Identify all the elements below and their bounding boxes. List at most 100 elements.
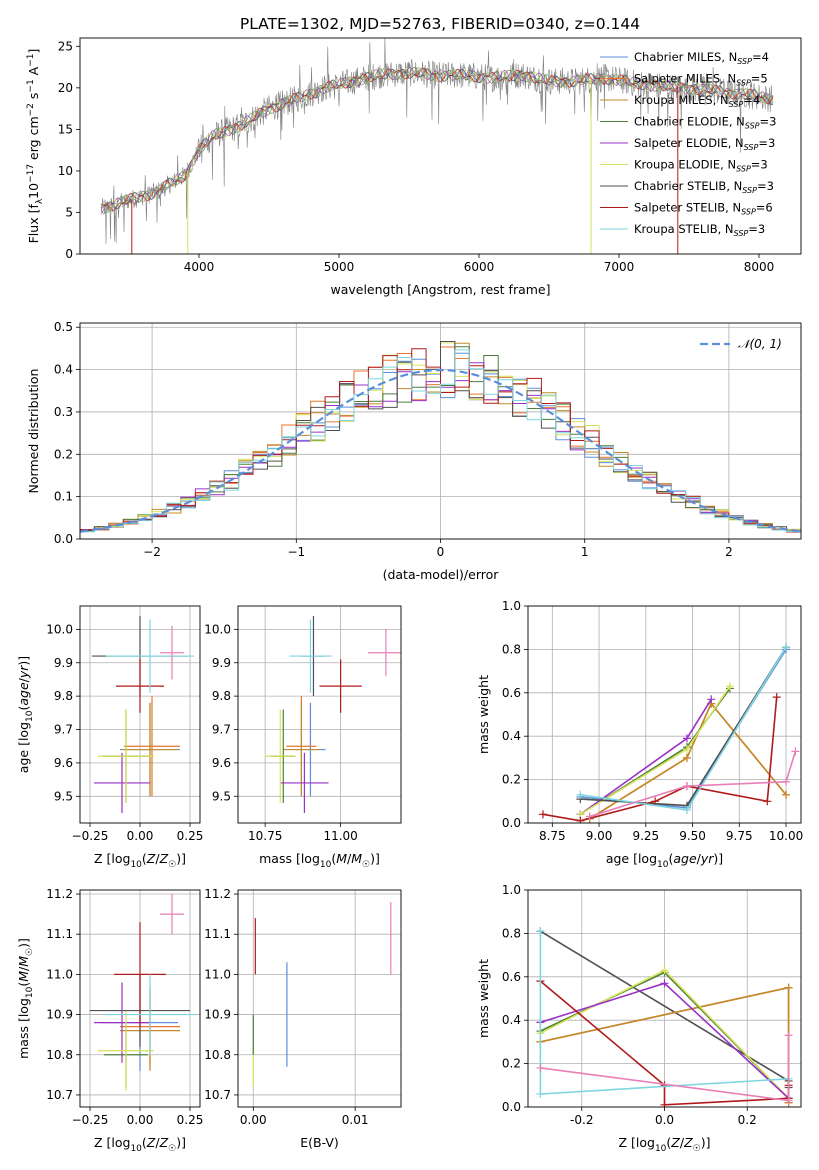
x-tick-label: 4000 xyxy=(184,260,215,274)
y-tick-label: 9.8 xyxy=(54,689,73,703)
plot-area xyxy=(265,616,401,813)
x-tick-label: -0.2 xyxy=(570,1113,593,1127)
x-tick-label: 10.75 xyxy=(248,829,282,843)
y-tick-label: 0.2 xyxy=(502,1057,521,1071)
y-tick-label: 15 xyxy=(58,122,73,136)
y-tick-label: 0.8 xyxy=(502,642,521,656)
weight-line-chabrier-stelib xyxy=(580,646,787,807)
axes-frame xyxy=(79,37,802,255)
y-tick-label: 10.9 xyxy=(46,1008,73,1022)
axes-frame xyxy=(79,889,201,1108)
x-axis-label: Z [log10(Z/Z☉)] xyxy=(94,1135,186,1154)
panel-mass-vs-Z: −0.25 0.00 0.25 10.7 10.8 10.9 11.0 11.1 11.2 Z [… xyxy=(16,887,203,1154)
x-axis-label: wavelength [Angstrom, rest frame] xyxy=(330,282,550,297)
weight-line-chabrier-miles xyxy=(580,648,787,809)
legend-label: Salpeter ELODIE, NSSP=3 xyxy=(634,136,775,152)
weight-marker xyxy=(536,1089,545,1098)
weight-marker xyxy=(660,1100,669,1107)
weight-marker xyxy=(772,693,781,702)
y-tick-label: 5 xyxy=(65,205,73,219)
y-tick-label: 9.8 xyxy=(212,689,231,703)
y-tick-label: 20 xyxy=(58,81,73,95)
y-tick-label: 9.5 xyxy=(212,789,231,803)
x-tick-label: 7000 xyxy=(604,260,635,274)
y-tick-label: 0.4 xyxy=(54,363,73,377)
legend-label: Salpeter MILES, NSSP=5 xyxy=(634,72,768,88)
weight-marker xyxy=(784,1096,793,1105)
weight-marker xyxy=(651,797,660,806)
weight-marker xyxy=(682,753,691,762)
weight-marker xyxy=(682,734,691,743)
x-tick-label: 9.50 xyxy=(679,829,706,843)
y-axis-label: Flux [fλ10−17 erg cm−2 s−1 A−1] xyxy=(26,49,45,244)
spectrum-model-kroupa-stelib xyxy=(100,67,774,213)
y-tick-label: 9.7 xyxy=(212,723,231,737)
weight-marker xyxy=(576,790,585,799)
legend-label: Chabrier MILES, NSSP=4 xyxy=(634,50,769,66)
y-tick-label: 0.2 xyxy=(54,447,73,461)
x-tick-label: 8.75 xyxy=(539,829,566,843)
x-tick-label: 0 xyxy=(437,545,445,559)
weight-marker xyxy=(782,643,791,652)
weight-marker xyxy=(536,927,545,936)
plot-area xyxy=(90,894,196,1091)
x-tick-label: 2 xyxy=(725,545,733,559)
y-tick-label: 11.0 xyxy=(46,967,73,981)
weight-line-salpeter-stelib xyxy=(542,697,778,822)
legend-label: Chabrier STELIB, NSSP=3 xyxy=(634,179,774,195)
plot-area xyxy=(538,643,800,823)
panel-age-vs-Z: −0.25 0.00 0.25 9.5 9.6 9.7 9.8 9.9 10.0 Z [log10… xyxy=(16,605,203,870)
legend-label: 𝒩(0, 1) xyxy=(738,337,782,351)
weight-marker xyxy=(707,695,716,704)
axes-frame xyxy=(527,605,802,824)
y-tick-label: 10.9 xyxy=(204,1008,231,1022)
x-axis-label: E(B-V) xyxy=(300,1135,339,1150)
axes-frame xyxy=(237,605,402,824)
panel-weight-vs-age: 8.75 9.00 9.25 9.50 9.75 10.00 0.0 0.2 0.4 0.6 0.8… xyxy=(476,599,803,870)
panel-residuals: −2 −1 0 1 2 0.0 0.1 0.2 0.3 0.4 0.5 (data-model)/er… xyxy=(26,320,802,582)
y-tick-label: 10.8 xyxy=(204,1048,231,1062)
x-axis-label: (data-model)/error xyxy=(383,567,500,582)
x-axis-label: Z [log10(Z/Z☉)] xyxy=(94,851,186,870)
y-tick-label: 10.7 xyxy=(46,1088,73,1102)
weight-marker xyxy=(763,797,772,806)
legend-label: Kroupa STELIB, NSSP=3 xyxy=(634,222,765,238)
y-axis-label: mass weight xyxy=(476,675,491,754)
y-tick-label: 0.5 xyxy=(54,320,73,334)
axes-frame xyxy=(79,605,201,824)
y-tick-label: 0.1 xyxy=(54,490,73,504)
legend-label: Chabrier ELODIE, NSSP=3 xyxy=(634,115,776,131)
y-tick-label: 10.7 xyxy=(204,1088,231,1102)
y-tick-label: 10 xyxy=(58,164,73,178)
y-tick-label: 9.9 xyxy=(54,656,73,670)
x-tick-label: 10.00 xyxy=(769,829,803,843)
y-tick-label: 0.3 xyxy=(54,405,73,419)
weight-marker xyxy=(725,682,734,691)
axes-frame xyxy=(527,889,802,1108)
y-tick-label: 0.8 xyxy=(502,926,521,940)
y-tick-label: 11.0 xyxy=(204,967,231,981)
axes-frame xyxy=(79,322,802,540)
y-tick-label: 1.0 xyxy=(502,599,521,613)
x-tick-label: 0.01 xyxy=(342,1113,369,1127)
legend-label: Kroupa MILES, NSSP=4 xyxy=(634,93,760,109)
weight-marker xyxy=(682,805,691,814)
y-tick-label: 0.4 xyxy=(502,1013,521,1027)
weight-marker xyxy=(784,1031,793,1040)
figure-title: PLATE=1302, MJD=52763, FIBERID=0340, z=0… xyxy=(240,15,640,33)
weight-marker xyxy=(660,979,669,988)
x-axis-label: age [log10(age/yr)] xyxy=(606,851,723,870)
x-tick-label: 9.00 xyxy=(586,829,613,843)
weight-marker xyxy=(682,782,691,791)
y-tick-label: 9.6 xyxy=(54,756,73,770)
spectrum-model-kroupa-elodie xyxy=(100,67,774,208)
x-axis-label: mass [log10(M/M☉)] xyxy=(259,851,380,870)
x-tick-label: 9.25 xyxy=(632,829,659,843)
y-tick-label: 9.5 xyxy=(54,789,73,803)
y-tick-label: 9.7 xyxy=(54,723,73,737)
y-tick-label: 9.9 xyxy=(212,656,231,670)
x-tick-label: 0.00 xyxy=(127,829,154,843)
panel-mass-vs-ebv: 0.00 0.01 10.7 10.8 10.9 11.0 11.1 11.2 E(B-V) xyxy=(204,887,402,1150)
panel-spectrum: 4000 5000 6000 7000 8000 0 5 10 15 20 25 wavelength… xyxy=(26,37,802,297)
y-tick-label: 0.4 xyxy=(502,729,521,743)
